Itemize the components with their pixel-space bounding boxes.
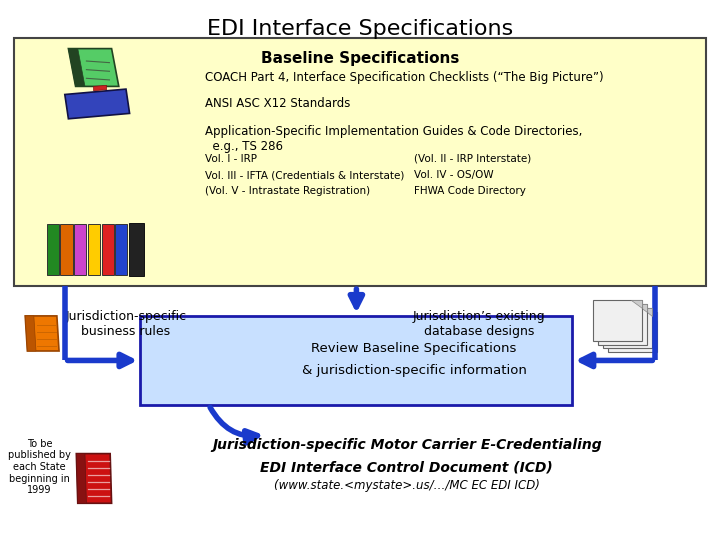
Text: EDI Interface Specifications: EDI Interface Specifications	[207, 19, 513, 39]
Text: (Vol. V - Intrastate Registration): (Vol. V - Intrastate Registration)	[205, 186, 370, 197]
Text: Review Baseline Specifications: Review Baseline Specifications	[311, 342, 517, 355]
FancyBboxPatch shape	[608, 312, 657, 352]
Polygon shape	[94, 85, 107, 91]
FancyBboxPatch shape	[74, 224, 86, 275]
Text: To be
published by
each State
beginning in
1999: To be published by each State beginning …	[8, 439, 71, 495]
FancyBboxPatch shape	[129, 223, 144, 276]
FancyBboxPatch shape	[603, 308, 652, 348]
Polygon shape	[76, 454, 86, 503]
Text: & jurisdiction-specific information: & jurisdiction-specific information	[302, 363, 526, 377]
Text: Baseline Specifications: Baseline Specifications	[261, 51, 459, 66]
Text: Jurisdiction-specific
business rules: Jurisdiction-specific business rules	[66, 310, 186, 338]
Text: (Vol. II - IRP Interstate): (Vol. II - IRP Interstate)	[414, 154, 531, 164]
Text: Vol. IV - OS/OW: Vol. IV - OS/OW	[414, 170, 494, 180]
Text: (www.state.<mystate>.us/…/MC EC EDI ICD): (www.state.<mystate>.us/…/MC EC EDI ICD)	[274, 480, 540, 492]
FancyBboxPatch shape	[102, 224, 114, 275]
Text: Vol. I - IRP: Vol. I - IRP	[205, 154, 257, 164]
Polygon shape	[76, 454, 112, 503]
Text: Jurisdiction-specific Motor Carrier E-Credentialing: Jurisdiction-specific Motor Carrier E-Cr…	[212, 438, 602, 453]
FancyBboxPatch shape	[115, 224, 127, 275]
Text: ANSI ASC X12 Standards: ANSI ASC X12 Standards	[205, 97, 351, 110]
Polygon shape	[68, 49, 119, 86]
Polygon shape	[25, 316, 59, 351]
Polygon shape	[642, 308, 652, 316]
FancyBboxPatch shape	[598, 304, 647, 345]
FancyBboxPatch shape	[593, 300, 642, 341]
FancyBboxPatch shape	[140, 316, 572, 405]
Text: e.g., TS 286: e.g., TS 286	[205, 140, 283, 153]
FancyBboxPatch shape	[60, 224, 73, 275]
FancyBboxPatch shape	[88, 224, 100, 275]
Text: COACH Part 4, Interface Specification Checklists (“The Big Picture”): COACH Part 4, Interface Specification Ch…	[205, 71, 604, 84]
Polygon shape	[68, 49, 85, 86]
Polygon shape	[636, 304, 647, 312]
Polygon shape	[25, 316, 36, 351]
Polygon shape	[631, 300, 642, 308]
FancyBboxPatch shape	[14, 38, 706, 286]
Text: EDI Interface Control Document (ICD): EDI Interface Control Document (ICD)	[261, 460, 553, 474]
Polygon shape	[647, 312, 657, 320]
Text: Jurisdiction’s existing
database designs: Jurisdiction’s existing database designs	[413, 310, 545, 338]
Text: FHWA Code Directory: FHWA Code Directory	[414, 186, 526, 197]
Text: Application-Specific Implementation Guides & Code Directories,: Application-Specific Implementation Guid…	[205, 125, 582, 138]
FancyBboxPatch shape	[47, 224, 59, 275]
Polygon shape	[65, 89, 130, 119]
Text: Vol. III - IFTA (Credentials & Interstate): Vol. III - IFTA (Credentials & Interstat…	[205, 170, 405, 180]
